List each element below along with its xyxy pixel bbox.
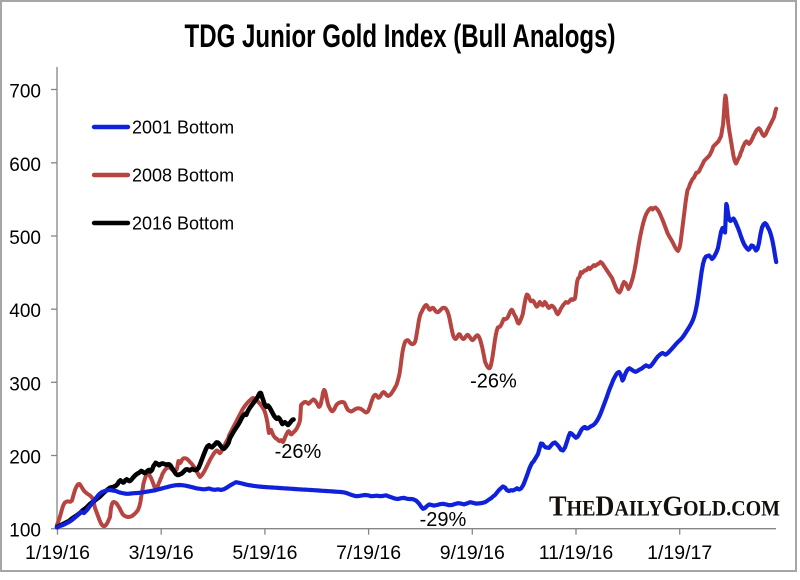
svg-text:700: 700 xyxy=(9,82,41,103)
svg-text:9/19/16: 9/19/16 xyxy=(440,542,505,564)
svg-text:-26%: -26% xyxy=(275,441,322,463)
svg-text:1/19/16: 1/19/16 xyxy=(25,542,90,564)
svg-text:1/19/17: 1/19/17 xyxy=(647,542,712,564)
svg-text:200: 200 xyxy=(9,448,41,469)
svg-text:600: 600 xyxy=(9,155,41,176)
svg-text:7/19/16: 7/19/16 xyxy=(336,542,401,564)
svg-text:2016 Bottom: 2016 Bottom xyxy=(132,214,234,234)
svg-text:300: 300 xyxy=(9,374,41,395)
svg-text:100: 100 xyxy=(9,521,41,542)
svg-text:5/19/16: 5/19/16 xyxy=(232,542,297,564)
svg-text:2008 Bottom: 2008 Bottom xyxy=(132,166,234,186)
svg-text:-26%: -26% xyxy=(470,371,517,393)
svg-text:THEDAILYGOLD.COM: THEDAILYGOLD.COM xyxy=(549,491,780,523)
svg-text:2001 Bottom: 2001 Bottom xyxy=(132,118,234,138)
svg-text:11/19/16: 11/19/16 xyxy=(539,542,613,564)
svg-text:400: 400 xyxy=(9,301,41,322)
svg-text:TDG Junior Gold Index (Bull An: TDG Junior Gold Index (Bull Analogs) xyxy=(185,18,616,54)
svg-text:500: 500 xyxy=(9,228,41,249)
svg-text:-29%: -29% xyxy=(420,509,467,531)
svg-text:3/19/16: 3/19/16 xyxy=(129,542,194,564)
